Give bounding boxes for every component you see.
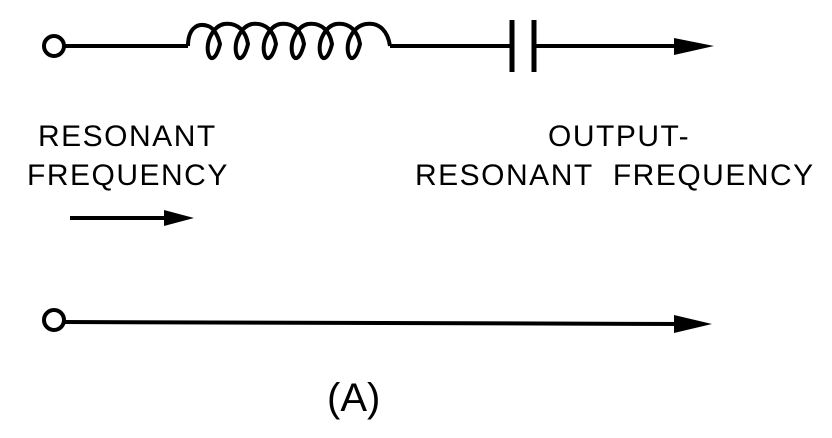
output-arrowhead-bottom <box>674 315 712 333</box>
input-label-line2: FREQUENCY <box>27 159 229 192</box>
output-label-line2: RESONANT FREQUENCY <box>415 159 815 192</box>
input-terminal-bottom <box>42 308 66 332</box>
input-terminal-top <box>42 34 66 58</box>
output-arrowhead-top <box>674 38 714 55</box>
inductor-coil <box>186 21 392 61</box>
output-label-line1: OUTPUT- <box>548 120 691 153</box>
figure-caption: (A) <box>327 376 381 420</box>
equivalent-wire <box>63 320 691 326</box>
input-label-line1: RESONANT <box>38 120 217 153</box>
signal-flow-arrowhead <box>164 210 194 226</box>
